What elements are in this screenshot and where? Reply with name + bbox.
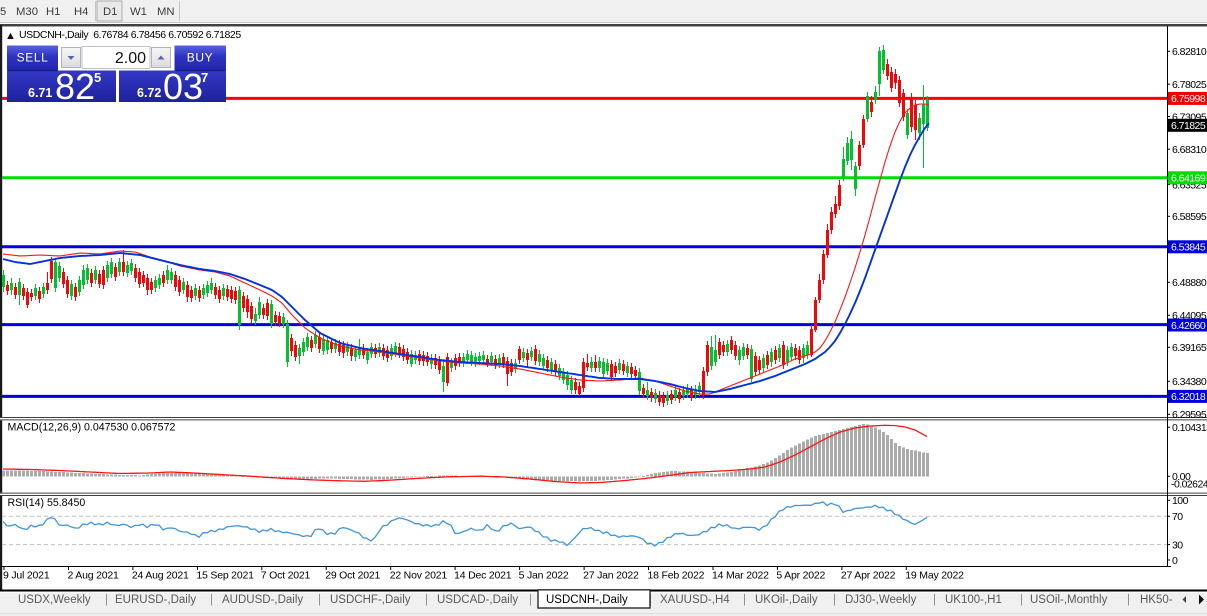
svg-text:2.00: 2.00 bbox=[115, 50, 146, 67]
svg-text:7 Oct 2021: 7 Oct 2021 bbox=[261, 569, 311, 581]
svg-text:24 Aug 2021: 24 Aug 2021 bbox=[132, 569, 189, 581]
svg-text:MACD(12,26,9) 0.047530 0.06757: MACD(12,26,9) 0.047530 0.067572 bbox=[8, 422, 176, 434]
svg-text:0.104313: 0.104313 bbox=[1172, 422, 1207, 434]
svg-text:SELL: SELL bbox=[17, 51, 49, 65]
svg-text:HK50-: HK50- bbox=[1140, 594, 1173, 606]
svg-text:UKOil-,Daily: UKOil-,Daily bbox=[755, 594, 818, 606]
svg-text:USDCNH-,Daily 6.76784 6.78456: USDCNH-,Daily 6.76784 6.78456 6.70592 6.… bbox=[19, 29, 241, 41]
svg-text:9 Jul 2021: 9 Jul 2021 bbox=[3, 569, 50, 581]
svg-text:6.71825: 6.71825 bbox=[1171, 120, 1206, 132]
svg-text:|: | bbox=[529, 594, 532, 606]
svg-text:6.68310: 6.68310 bbox=[1172, 144, 1207, 156]
svg-text:6.53845: 6.53845 bbox=[1171, 242, 1206, 254]
svg-text:|: | bbox=[833, 594, 836, 606]
svg-text:0.00: 0.00 bbox=[1172, 471, 1191, 483]
svg-text:22 Nov 2021: 22 Nov 2021 bbox=[390, 569, 448, 581]
svg-text:29 Oct 2021: 29 Oct 2021 bbox=[325, 569, 380, 581]
svg-text:27 Apr 2022: 27 Apr 2022 bbox=[841, 569, 896, 581]
svg-text:|: | bbox=[1020, 594, 1023, 606]
svg-text:XAUUSD-,H4: XAUUSD-,H4 bbox=[660, 594, 730, 606]
svg-text:H1: H1 bbox=[46, 6, 60, 18]
svg-text:DJ30-,Weekly: DJ30-,Weekly bbox=[845, 594, 917, 606]
svg-text:03: 03 bbox=[163, 66, 203, 107]
svg-text:27 Jan 2022: 27 Jan 2022 bbox=[583, 569, 639, 581]
svg-text:6.82810: 6.82810 bbox=[1172, 46, 1207, 58]
svg-text:7: 7 bbox=[201, 70, 208, 85]
svg-text:USDX,Weekly: USDX,Weekly bbox=[18, 594, 91, 606]
svg-text:USDCNH-,Daily: USDCNH-,Daily bbox=[546, 594, 628, 606]
svg-text:6.32018: 6.32018 bbox=[1171, 391, 1206, 403]
svg-text:|: | bbox=[210, 594, 213, 606]
svg-text:5 Jan 2022: 5 Jan 2022 bbox=[519, 569, 569, 581]
svg-text:30: 30 bbox=[1172, 539, 1183, 551]
svg-text:|: | bbox=[425, 594, 428, 606]
svg-text:USOil-,Monthly: USOil-,Monthly bbox=[1030, 594, 1108, 606]
svg-text:82: 82 bbox=[55, 66, 95, 107]
svg-text:M30: M30 bbox=[16, 6, 38, 18]
svg-text:2 Aug 2021: 2 Aug 2021 bbox=[68, 569, 119, 581]
svg-text:W1: W1 bbox=[130, 6, 147, 18]
svg-text:|: | bbox=[105, 594, 108, 606]
svg-text:5: 5 bbox=[0, 6, 6, 18]
svg-text:5 Apr 2022: 5 Apr 2022 bbox=[776, 569, 825, 581]
svg-text:D1: D1 bbox=[103, 6, 117, 18]
svg-text:6.64169: 6.64169 bbox=[1171, 173, 1206, 185]
svg-text:RSI(14) 55.8450: RSI(14) 55.8450 bbox=[8, 497, 86, 509]
svg-text:|: | bbox=[933, 594, 936, 606]
svg-text:MN: MN bbox=[157, 6, 175, 18]
svg-text:|: | bbox=[1127, 594, 1130, 606]
svg-text:5: 5 bbox=[94, 70, 101, 85]
svg-text:UK100-,H1: UK100-,H1 bbox=[945, 594, 1002, 606]
svg-text:6.72: 6.72 bbox=[137, 86, 161, 100]
svg-text:6.39165: 6.39165 bbox=[1172, 342, 1207, 354]
svg-text:19 May 2022: 19 May 2022 bbox=[905, 569, 964, 581]
svg-text:H4: H4 bbox=[74, 6, 88, 18]
svg-text:18 Feb 2022: 18 Feb 2022 bbox=[648, 569, 705, 581]
svg-text:6.29595: 6.29595 bbox=[1172, 409, 1207, 421]
svg-text:BUY: BUY bbox=[187, 51, 213, 65]
svg-text:USDCAD-,Daily: USDCAD-,Daily bbox=[437, 594, 518, 606]
svg-text:6.71: 6.71 bbox=[28, 86, 52, 100]
svg-text:6.42660: 6.42660 bbox=[1171, 320, 1206, 332]
svg-text:70: 70 bbox=[1172, 511, 1183, 523]
svg-text:14 Dec 2021: 14 Dec 2021 bbox=[454, 569, 512, 581]
svg-text:6.78025: 6.78025 bbox=[1172, 79, 1207, 91]
svg-text:0: 0 bbox=[1172, 555, 1178, 567]
svg-text:14 Mar 2022: 14 Mar 2022 bbox=[712, 569, 769, 581]
svg-text:6.34380: 6.34380 bbox=[1172, 376, 1207, 388]
svg-text:EURUSD-,Daily: EURUSD-,Daily bbox=[115, 594, 196, 606]
svg-text:AUDUSD-,Daily: AUDUSD-,Daily bbox=[222, 594, 303, 606]
svg-text:15 Sep 2021: 15 Sep 2021 bbox=[196, 569, 254, 581]
svg-text:6.48880: 6.48880 bbox=[1172, 277, 1207, 289]
svg-text:6.75998: 6.75998 bbox=[1171, 93, 1206, 105]
svg-text:6.58595: 6.58595 bbox=[1172, 211, 1207, 223]
svg-text:|: | bbox=[743, 594, 746, 606]
svg-text:-0.026249: -0.026249 bbox=[1171, 479, 1207, 491]
svg-text:|: | bbox=[318, 594, 321, 606]
svg-text:100: 100 bbox=[1172, 495, 1189, 507]
svg-text:USDCHF-,Daily: USDCHF-,Daily bbox=[330, 594, 411, 606]
